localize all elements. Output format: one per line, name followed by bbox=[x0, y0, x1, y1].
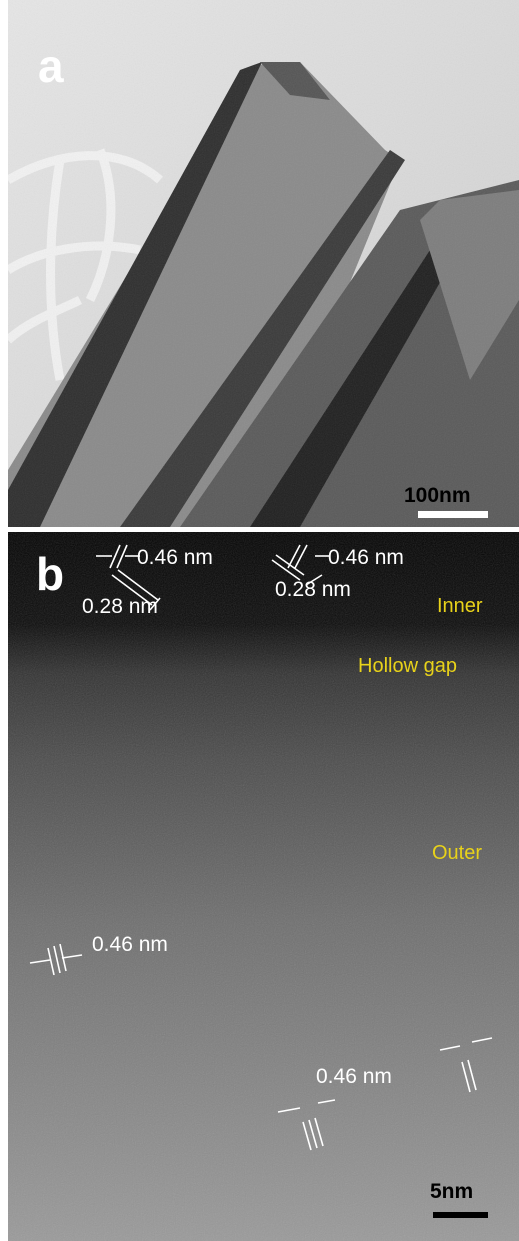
scale-bar bbox=[433, 1212, 488, 1218]
spacing-label: 0.28 nm bbox=[82, 595, 158, 618]
spacing-label: 0.46 nm bbox=[92, 933, 168, 956]
texture bbox=[8, 532, 519, 1241]
panel-label: a bbox=[38, 40, 64, 92]
region-label: Inner bbox=[437, 595, 483, 617]
scale-bar bbox=[418, 511, 488, 518]
spacing-label: 0.28 nm bbox=[275, 578, 351, 601]
texture bbox=[8, 0, 519, 527]
region-label: Outer bbox=[432, 842, 482, 864]
panel-b: b 0.46 nm 0.28 nm 0.46 nm 0.28 nm 0.46 n bbox=[8, 532, 519, 1241]
spacing-label: 0.46 nm bbox=[137, 546, 213, 569]
spacing-label: 0.46 nm bbox=[316, 1065, 392, 1088]
panel-a: a 100nm bbox=[8, 0, 519, 527]
region-label: Hollow gap bbox=[358, 655, 457, 677]
scale-bar-label: 5nm bbox=[430, 1180, 473, 1203]
figure: a 100nm b 0.46 nm 0 bbox=[0, 0, 519, 1241]
scale-bar-label: 100nm bbox=[404, 484, 471, 507]
panel-label: b bbox=[36, 548, 64, 600]
spacing-label: 0.46 nm bbox=[328, 546, 404, 569]
